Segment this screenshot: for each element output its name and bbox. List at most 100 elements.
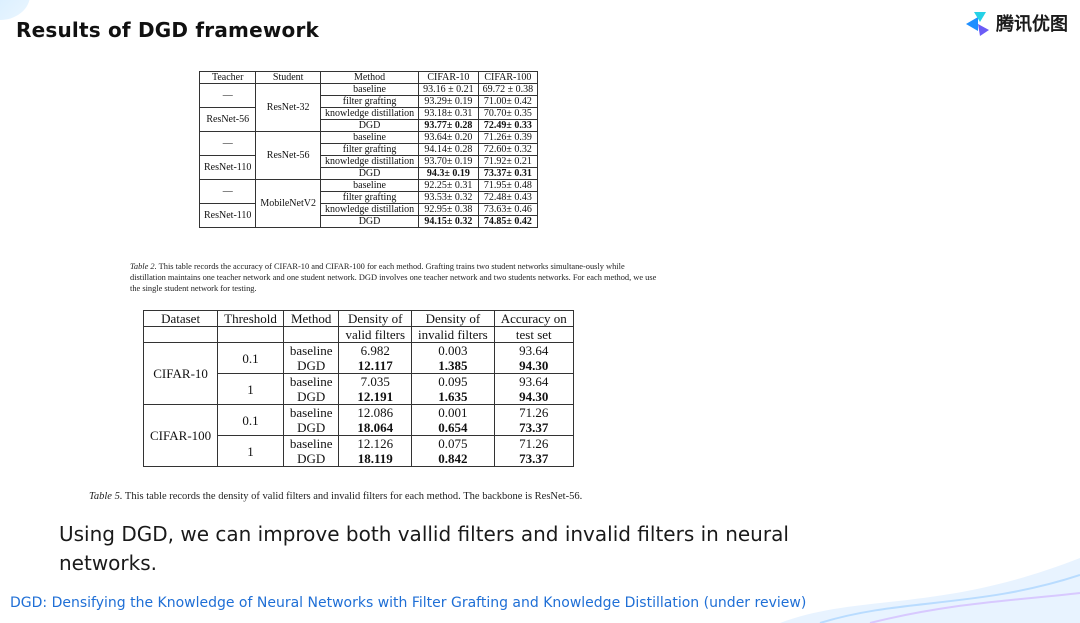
threshold-cell: 1	[217, 373, 284, 405]
table-2-caption: Table 2. This table records the accuracy…	[130, 261, 660, 294]
value-cell: 94.3± 0.19	[418, 167, 479, 180]
caption-label: Table 2.	[130, 262, 157, 271]
value-cell: 93.18± 0.31	[418, 107, 479, 120]
body-text: Using DGD, we can improve both vallid fi…	[59, 522, 789, 575]
teacher-cell: ResNet-110	[198, 203, 257, 228]
caption-text: This table records the accuracy of CIFAR…	[130, 262, 657, 293]
table-5-caption: Table 5. This table records the density …	[89, 491, 582, 502]
value-cell: 71.26± 0.39	[477, 131, 539, 144]
value-cell: 71.95± 0.48	[477, 179, 539, 192]
header-cell: CIFAR-100	[477, 71, 539, 84]
table-row: 1 baseline 12.126 0.075 71.26	[144, 435, 574, 467]
table-2: Teacher Student Method CIFAR-10 CIFAR-100— Re…	[198, 71, 539, 228]
header-cell: invalid filters	[411, 326, 495, 343]
value-cell: 71.00± 0.42	[477, 95, 539, 108]
value-cell: 74.85± 0.42	[477, 215, 539, 228]
value-cell: 0.842	[411, 451, 495, 467]
table-row: DGD 12.117 1.385 94.30	[144, 358, 574, 374]
value-cell: 71.92± 0.21	[477, 155, 539, 168]
value-cell: 0.003	[411, 342, 495, 358]
value-cell: 69.72 ± 0.38	[477, 83, 539, 96]
caption-text: This table records the density of valid …	[124, 491, 583, 502]
value-cell: 72.60± 0.32	[477, 143, 539, 156]
value-cell: 71.26	[493, 435, 574, 451]
value-cell: 0.095	[411, 373, 495, 389]
student-cell: ResNet-56	[255, 131, 321, 180]
method-cell: DGD	[282, 451, 340, 467]
value-cell: 94.30	[493, 358, 574, 374]
threshold-cell: 0.1	[217, 342, 284, 374]
method-cell: baseline	[282, 435, 340, 451]
wave-decoration	[780, 558, 1080, 623]
value-cell: 73.37	[493, 451, 574, 467]
value-cell: 94.14± 0.28	[418, 143, 479, 156]
teacher-cell: ResNet-110	[198, 155, 257, 180]
header-cell: Density of	[411, 310, 495, 327]
table-row: ResNet-110 knowledge distillation 93.70± 0…	[198, 155, 539, 180]
value-cell: 93.64	[493, 373, 574, 389]
table-row: — MobileNetV2 baseline 92.25± 0.31 71.95± 0.…	[198, 179, 539, 228]
value-cell: 70.70± 0.35	[477, 107, 539, 120]
method-cell: baseline	[319, 179, 420, 192]
value-cell: 18.119	[338, 451, 413, 467]
table-row: CIFAR-100 0.1 baseline 12.086 0.001 71.26	[142, 404, 574, 467]
table-header-row: valid filters invalid filters test set	[142, 326, 574, 343]
table-row: filter grafting 94.14± 0.28 72.60± 0.32	[200, 143, 539, 156]
value-cell: 93.16 ± 0.21	[418, 83, 479, 96]
value-cell: 93.77± 0.28	[418, 119, 479, 132]
student-cell: ResNet-32	[255, 83, 321, 132]
header-cell: Threshold	[217, 310, 284, 327]
value-cell: 0.001	[411, 404, 495, 420]
table-row: DGD 18.064 0.654 73.37	[144, 420, 574, 436]
table-row: DGD 18.119 0.842 73.37	[144, 451, 574, 467]
teacher-cell: —	[198, 131, 257, 156]
method-cell: DGD	[282, 389, 340, 405]
youtu-logo-icon	[966, 12, 989, 36]
value-cell: 1.385	[411, 358, 495, 374]
value-cell: 12.086	[338, 404, 413, 420]
value-cell: 93.53± 0.32	[418, 191, 479, 204]
table-header-row: Dataset Threshold Method Density of Density …	[142, 310, 574, 327]
table-row: 1 baseline 7.035 0.095 93.64	[144, 373, 574, 405]
threshold-cell: 0.1	[217, 404, 284, 436]
value-cell: 71.26	[493, 404, 574, 420]
corner-decoration	[0, 0, 30, 20]
method-cell: DGD	[319, 215, 420, 228]
header-cell: CIFAR-10	[418, 71, 479, 84]
header-cell: Dataset	[142, 310, 219, 327]
header-cell: Method	[319, 71, 420, 84]
table-row: — ResNet-32 baseline 93.16 ± 0.21 69.72 ± 0.…	[198, 83, 539, 132]
value-cell: 7.035	[338, 373, 413, 389]
table-5: Dataset Threshold Method Density of Density …	[142, 310, 574, 467]
tencent-youtu-logo: 腾讯优图	[962, 8, 1068, 38]
value-cell: 92.25± 0.31	[418, 179, 479, 192]
method-cell: knowledge distillation	[319, 107, 420, 120]
method-cell: DGD	[282, 358, 340, 374]
value-cell: 73.37	[493, 420, 574, 436]
teacher-cell: —	[198, 83, 257, 108]
value-cell: 73.37± 0.31	[477, 167, 539, 180]
header-cell: Method	[282, 310, 340, 327]
value-cell: 72.49± 0.33	[477, 119, 539, 132]
student-cell: MobileNetV2	[255, 179, 321, 228]
threshold-cell: 1	[217, 435, 284, 467]
method-cell: DGD	[319, 119, 420, 132]
method-cell: baseline	[282, 342, 340, 358]
value-cell: 6.982	[338, 342, 413, 358]
teacher-cell: —	[198, 179, 257, 204]
method-cell: filter grafting	[319, 143, 420, 156]
value-cell: 93.64	[493, 342, 574, 358]
value-cell: 72.48± 0.43	[477, 191, 539, 204]
teacher-cell: ResNet-56	[198, 107, 257, 132]
dataset-cell: CIFAR-10	[142, 342, 219, 405]
header-cell: Accuracy on	[493, 310, 574, 327]
method-cell: knowledge distillation	[319, 155, 420, 168]
table-row: — ResNet-56 baseline 93.64± 0.20 71.26± 0.39	[198, 131, 539, 180]
method-cell: baseline	[319, 83, 420, 96]
header-cell: Density of	[338, 310, 413, 327]
value-cell: 18.064	[338, 420, 413, 436]
method-cell: baseline	[282, 373, 340, 389]
slide-title: Results of DGD framework	[16, 18, 320, 42]
caption-label: Table 5.	[89, 491, 123, 502]
method-cell: baseline	[282, 404, 340, 420]
